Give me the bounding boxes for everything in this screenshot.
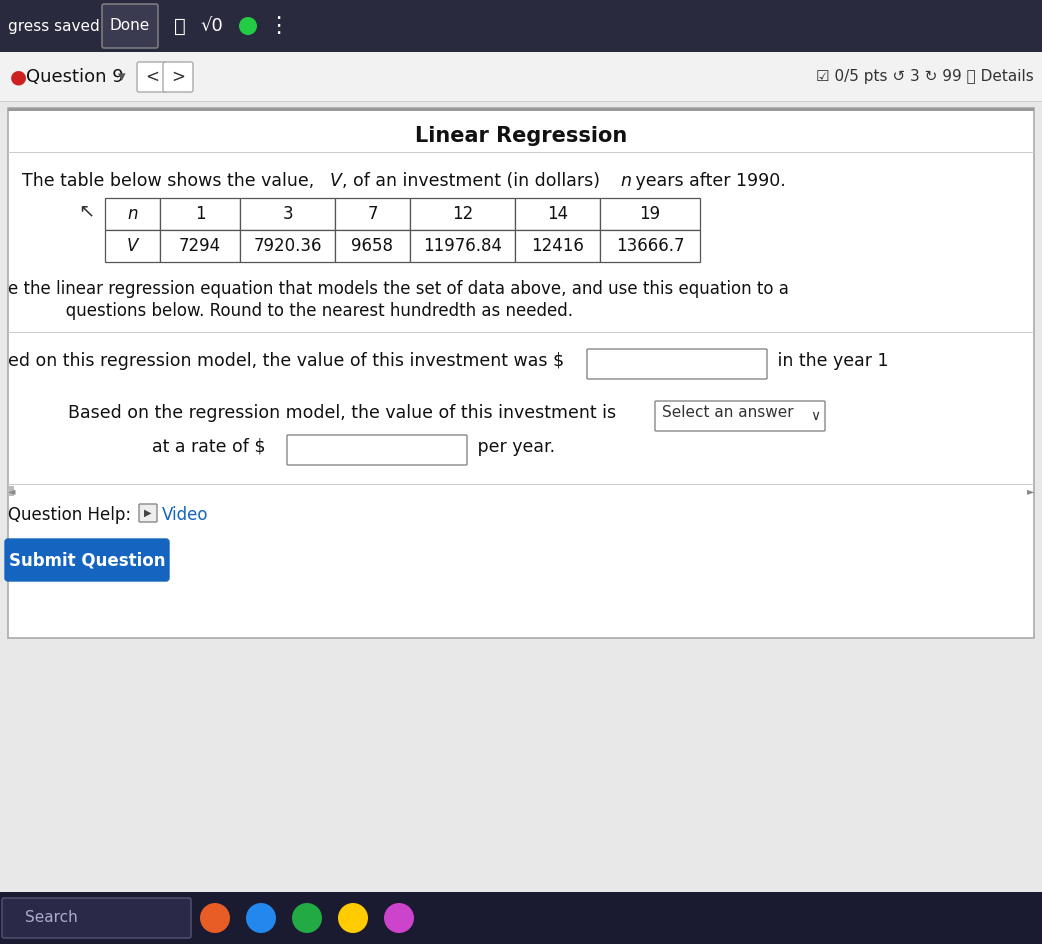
- FancyBboxPatch shape: [655, 401, 825, 431]
- Text: Done: Done: [109, 19, 150, 33]
- Circle shape: [384, 903, 414, 933]
- Circle shape: [338, 903, 368, 933]
- Text: V: V: [127, 237, 139, 255]
- Text: n: n: [127, 205, 138, 223]
- Bar: [240, 198, 334, 230]
- Text: Question 9: Question 9: [26, 68, 124, 86]
- Bar: [334, 198, 410, 230]
- Bar: [8, 484, 1034, 485]
- Text: ⎙: ⎙: [174, 16, 185, 36]
- Text: 7: 7: [367, 205, 378, 223]
- Text: in the year 1: in the year 1: [772, 352, 889, 370]
- Text: <: <: [145, 68, 159, 86]
- Bar: [240, 230, 334, 262]
- Text: 12: 12: [452, 205, 473, 223]
- Circle shape: [292, 903, 322, 933]
- FancyBboxPatch shape: [102, 4, 158, 48]
- Bar: [0, 52, 1042, 102]
- Text: ◄: ◄: [8, 486, 16, 496]
- Circle shape: [246, 903, 276, 933]
- Text: e the linear regression equation that models the set of data above, and use this: e the linear regression equation that mo…: [8, 280, 789, 298]
- Text: ed on this regression model, the value of this investment was $: ed on this regression model, the value o…: [8, 352, 565, 370]
- Bar: [410, 230, 515, 262]
- Text: >: >: [171, 68, 185, 86]
- Bar: [0, 892, 1042, 944]
- Text: Linear Regression: Linear Regression: [415, 126, 627, 146]
- Text: ⋮: ⋮: [267, 16, 289, 36]
- Text: Video: Video: [162, 506, 208, 524]
- Text: gress saved: gress saved: [8, 19, 100, 33]
- Text: ▾: ▾: [118, 70, 126, 85]
- Text: ∨: ∨: [810, 409, 820, 423]
- Text: The table below shows the value,: The table below shows the value,: [22, 172, 320, 190]
- Bar: [8, 108, 1034, 111]
- Text: per year.: per year.: [472, 438, 555, 456]
- Text: n: n: [620, 172, 631, 190]
- FancyBboxPatch shape: [5, 539, 169, 581]
- Bar: [600, 230, 700, 262]
- Text: ▶: ▶: [144, 508, 152, 518]
- Bar: [515, 198, 600, 230]
- Text: 9658: 9658: [351, 237, 394, 255]
- Bar: [410, 198, 515, 230]
- Text: Based on the regression model, the value of this investment is: Based on the regression model, the value…: [68, 404, 622, 422]
- Bar: [8, 332, 1034, 333]
- Text: ↖: ↖: [78, 201, 95, 220]
- FancyBboxPatch shape: [137, 62, 167, 92]
- Text: V: V: [330, 172, 342, 190]
- Text: Select an answer: Select an answer: [662, 405, 794, 420]
- Text: 11976.84: 11976.84: [423, 237, 502, 255]
- Bar: [160, 198, 240, 230]
- Bar: [160, 230, 240, 262]
- Text: 14: 14: [547, 205, 568, 223]
- Text: 7920.36: 7920.36: [253, 237, 322, 255]
- Text: 12416: 12416: [531, 237, 584, 255]
- Bar: [0, 0, 1042, 52]
- FancyBboxPatch shape: [139, 504, 157, 522]
- FancyBboxPatch shape: [587, 349, 767, 379]
- Bar: [8, 486, 14, 496]
- Bar: [105, 230, 160, 262]
- Text: ☑ 0/5 pts ↺ 3 ↻ 99 ⓘ Details: ☑ 0/5 pts ↺ 3 ↻ 99 ⓘ Details: [816, 70, 1034, 85]
- Text: 13666.7: 13666.7: [616, 237, 685, 255]
- Bar: [8, 108, 1034, 638]
- Text: Search: Search: [25, 911, 78, 925]
- Text: 19: 19: [640, 205, 661, 223]
- Text: 1: 1: [195, 205, 205, 223]
- Text: years after 1990.: years after 1990.: [630, 172, 786, 190]
- Text: 7294: 7294: [179, 237, 221, 255]
- FancyBboxPatch shape: [2, 898, 191, 938]
- Circle shape: [239, 17, 257, 35]
- Text: , of an investment (in dollars): , of an investment (in dollars): [342, 172, 605, 190]
- Text: at a rate of $: at a rate of $: [152, 438, 266, 456]
- Text: ●: ●: [10, 68, 27, 87]
- Text: ►: ►: [1026, 486, 1034, 496]
- Text: questions below. Round to the nearest hundredth as needed.: questions below. Round to the nearest hu…: [8, 302, 573, 320]
- Bar: [8, 152, 1034, 153]
- Bar: [105, 198, 160, 230]
- Text: √0: √0: [201, 17, 223, 35]
- Text: Submit Question: Submit Question: [8, 551, 166, 569]
- Text: 3: 3: [282, 205, 293, 223]
- Text: Question Help:: Question Help:: [8, 506, 131, 524]
- Bar: [600, 198, 700, 230]
- Circle shape: [200, 903, 230, 933]
- Bar: [515, 230, 600, 262]
- FancyBboxPatch shape: [287, 435, 467, 465]
- FancyBboxPatch shape: [163, 62, 193, 92]
- Bar: [334, 230, 410, 262]
- Bar: [0, 101, 1042, 102]
